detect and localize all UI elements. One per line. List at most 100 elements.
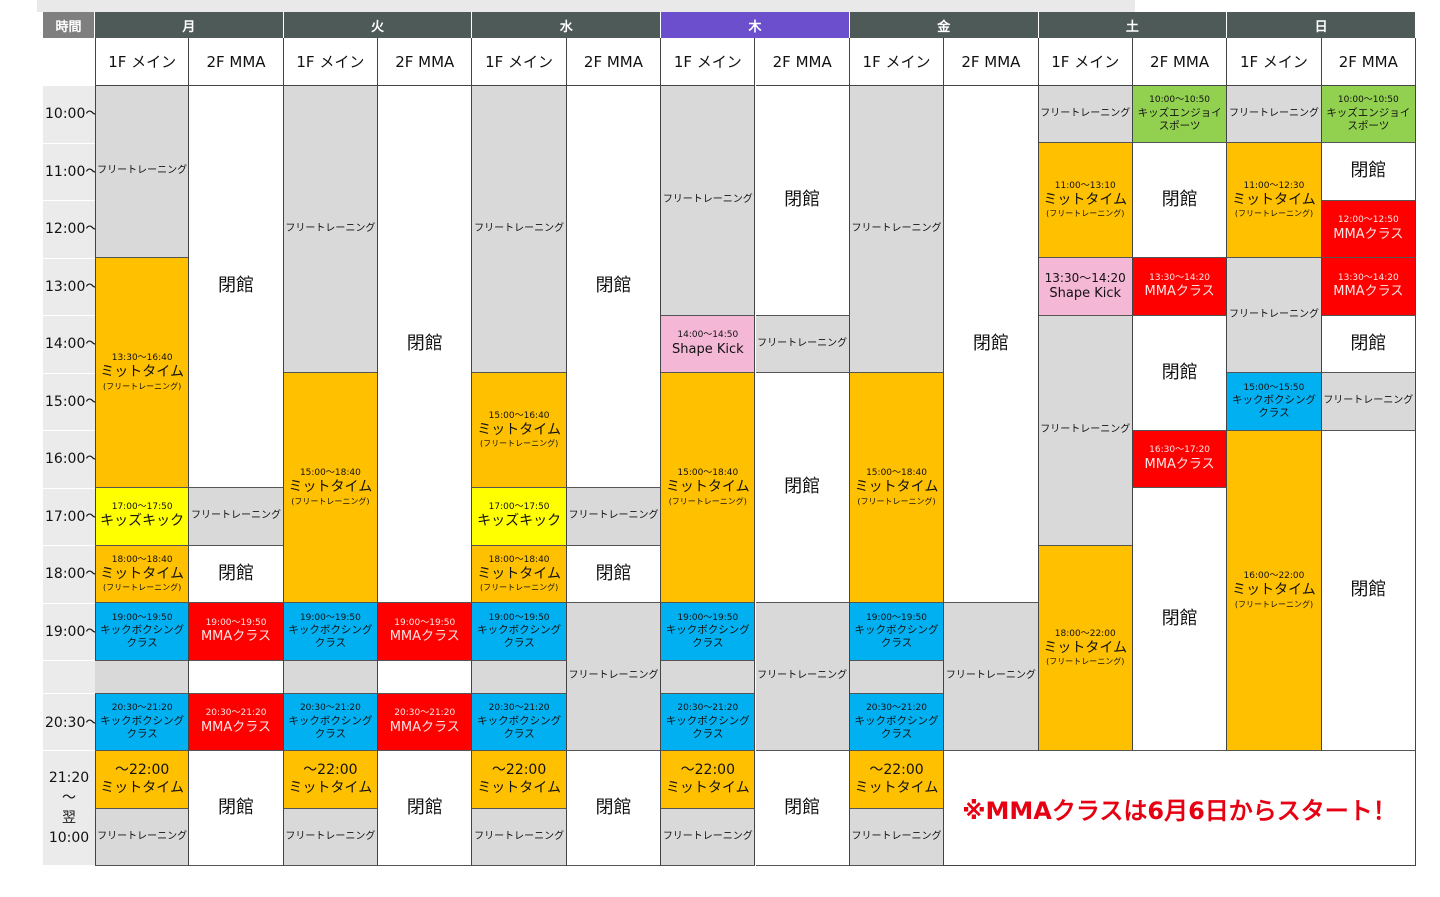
- block-line: (フリートレーニング): [1046, 657, 1125, 667]
- schedule-block: 13:30～14:20 Shape Kick: [1038, 258, 1133, 316]
- block-line: ミットタイム: [854, 479, 939, 496]
- block-line: (フリートレーニング): [668, 496, 747, 506]
- schedule-block: 15:00～16:40 ミットタイム (フリートレーニング): [472, 373, 567, 488]
- block-line: MMAクラス: [200, 719, 272, 735]
- schedule-block: 閉館: [566, 546, 662, 603]
- schedule-block: 16:00～22:00 ミットタイム (フリートレーニング): [1227, 431, 1322, 751]
- schedule-block: フリートレーニング: [849, 809, 945, 866]
- block-line: 18:00～22:00: [1054, 628, 1116, 639]
- block-line: ミットタイム: [477, 565, 561, 582]
- block-line: 20:30～21:20: [394, 708, 456, 719]
- schedule-block: 閉館: [378, 86, 473, 603]
- block-line: Shape Kick: [1049, 285, 1122, 301]
- block-line: MMAクラス: [389, 719, 460, 735]
- block-line: MMAクラス: [1333, 284, 1404, 299]
- schedule-block: 17:00～17:50 キッズキック: [472, 488, 567, 546]
- block-line: 19:00～19:50: [677, 612, 739, 623]
- block-line: フリートレーニング: [757, 337, 848, 349]
- block-line: (フリートレーニング): [103, 381, 182, 391]
- block-line: 15:00～18:40: [677, 468, 739, 479]
- empty-cell: [661, 661, 756, 694]
- day-header: 水: [472, 12, 662, 38]
- schedule-block: 閉館: [566, 86, 662, 488]
- schedule-block: 閉館: [189, 751, 284, 866]
- block-line: ミットタイム: [854, 779, 939, 796]
- empty-cell: [95, 661, 190, 694]
- block-line: ミットタイム: [100, 565, 185, 582]
- overnight-line: ～: [62, 790, 76, 806]
- column-header: 2F MMA: [189, 38, 284, 86]
- block-line: (フリートレーニング): [479, 439, 559, 449]
- block-line: ～22:00: [680, 762, 735, 778]
- block-line: 10:00～10:50: [1149, 95, 1211, 106]
- block-line: 20:30～21:20: [299, 703, 361, 714]
- day-header: 土: [1038, 12, 1228, 38]
- notice: ※MMAクラスは6月6日からスタート！: [944, 751, 1416, 866]
- block-line: 閉館: [218, 562, 255, 584]
- schedule-block: フリートレーニング: [1321, 373, 1416, 431]
- schedule-block: 10:00～10:50 キッズエンジョイ スポーツ: [1132, 86, 1228, 143]
- block-line: 19:00～19:50: [205, 617, 267, 628]
- schedule-block: 10:00～10:50 キッズエンジョイ スポーツ: [1321, 86, 1416, 143]
- column-header: 1F メイン: [1038, 38, 1133, 86]
- block-line: 20:30～21:20: [866, 703, 927, 714]
- block-line: 閉館: [1350, 332, 1387, 354]
- schedule-block: 19:00～19:50 キックボクシング クラス: [849, 603, 945, 661]
- block-line: ミットタイム: [1232, 582, 1316, 599]
- schedule-block: 18:00～18:40 ミットタイム (フリートレーニング): [472, 546, 567, 603]
- block-line: フリートレーニング: [568, 670, 659, 682]
- block-line: 19:00～19:50: [866, 612, 927, 623]
- schedule-block: ～22:00 ミットタイム: [661, 751, 756, 809]
- schedule-block: 15:00～15:50 キックボクシング クラス: [1227, 373, 1322, 431]
- schedule-block: フリートレーニング: [1038, 86, 1133, 143]
- schedule-block: 13:30～16:40 ミットタイム (フリートレーニング): [95, 258, 190, 488]
- time-label: 19:00～: [45, 623, 100, 640]
- block-line: (フリートレーニング): [479, 583, 559, 593]
- block-line: フリートレーニング: [474, 222, 565, 234]
- schedule-block: 15:00～18:40 ミットタイム (フリートレーニング): [661, 373, 756, 603]
- time-label: 17:00～: [45, 508, 100, 525]
- block-line: 11:00～12:30: [1243, 180, 1305, 191]
- block-line: フリートレーニング: [662, 830, 753, 842]
- schedule-block: 13:30～14:20 MMAクラス: [1321, 258, 1416, 316]
- block-line: 閉館: [784, 189, 821, 211]
- block-line: 15:00～18:40: [299, 468, 361, 479]
- schedule-block: 19:00～19:50 キックボクシング クラス: [283, 603, 379, 661]
- column-header: 2F MMA: [944, 38, 1039, 86]
- block-line: (フリートレーニング): [1046, 209, 1125, 219]
- block-line: キックボクシング: [665, 624, 750, 636]
- schedule-block: フリートレーニング: [1227, 258, 1322, 373]
- schedule-block: 閉館: [1132, 143, 1228, 258]
- block-line: クラス: [880, 637, 913, 650]
- schedule-block: 20:30～21:20 MMAクラス: [189, 694, 284, 751]
- block-line: 閉館: [1350, 160, 1387, 182]
- time-label: 10:00～: [45, 106, 100, 122]
- block-line: 閉館: [1161, 607, 1198, 629]
- schedule-block: 閉館: [1321, 143, 1416, 201]
- overnight-line: 21:20: [48, 770, 90, 786]
- block-line: 閉館: [784, 796, 821, 818]
- time-cell: [43, 86, 95, 144]
- block-line: 19:00～19:50: [488, 612, 550, 623]
- block-line: フリートレーニング: [191, 510, 282, 522]
- schedule-block: 20:30～21:20 MMAクラス: [378, 694, 473, 751]
- block-line: 閉館: [595, 796, 632, 818]
- schedule-block: 20:30～21:20 キックボクシング クラス: [661, 694, 756, 751]
- schedule-block: 15:00～18:40 ミットタイム (フリートレーニング): [849, 373, 945, 603]
- schedule-block: 20:30～21:20 キックボクシング クラス: [95, 694, 190, 751]
- block-line: 20:30～21:20: [677, 703, 739, 714]
- day-header: 木: [661, 12, 850, 38]
- column-header: 1F メイン: [95, 38, 190, 86]
- block-line: 19:00～19:50: [394, 617, 456, 628]
- time-label: 12:00～: [45, 221, 100, 237]
- block-line: フリートレーニング: [474, 830, 565, 842]
- schedule-block: 11:00～13:10 ミットタイム (フリートレーニング): [1038, 143, 1133, 258]
- schedule-block: フリートレーニング: [566, 603, 662, 751]
- schedule-block: フリートレーニング: [472, 86, 567, 373]
- block-line: フリートレーニング: [97, 830, 188, 842]
- block-line: MMAクラス: [1144, 456, 1215, 472]
- schedule-block: 閉館: [755, 373, 850, 603]
- schedule-block: フリートレーニング: [755, 316, 850, 373]
- block-line: ミットタイム: [477, 421, 561, 438]
